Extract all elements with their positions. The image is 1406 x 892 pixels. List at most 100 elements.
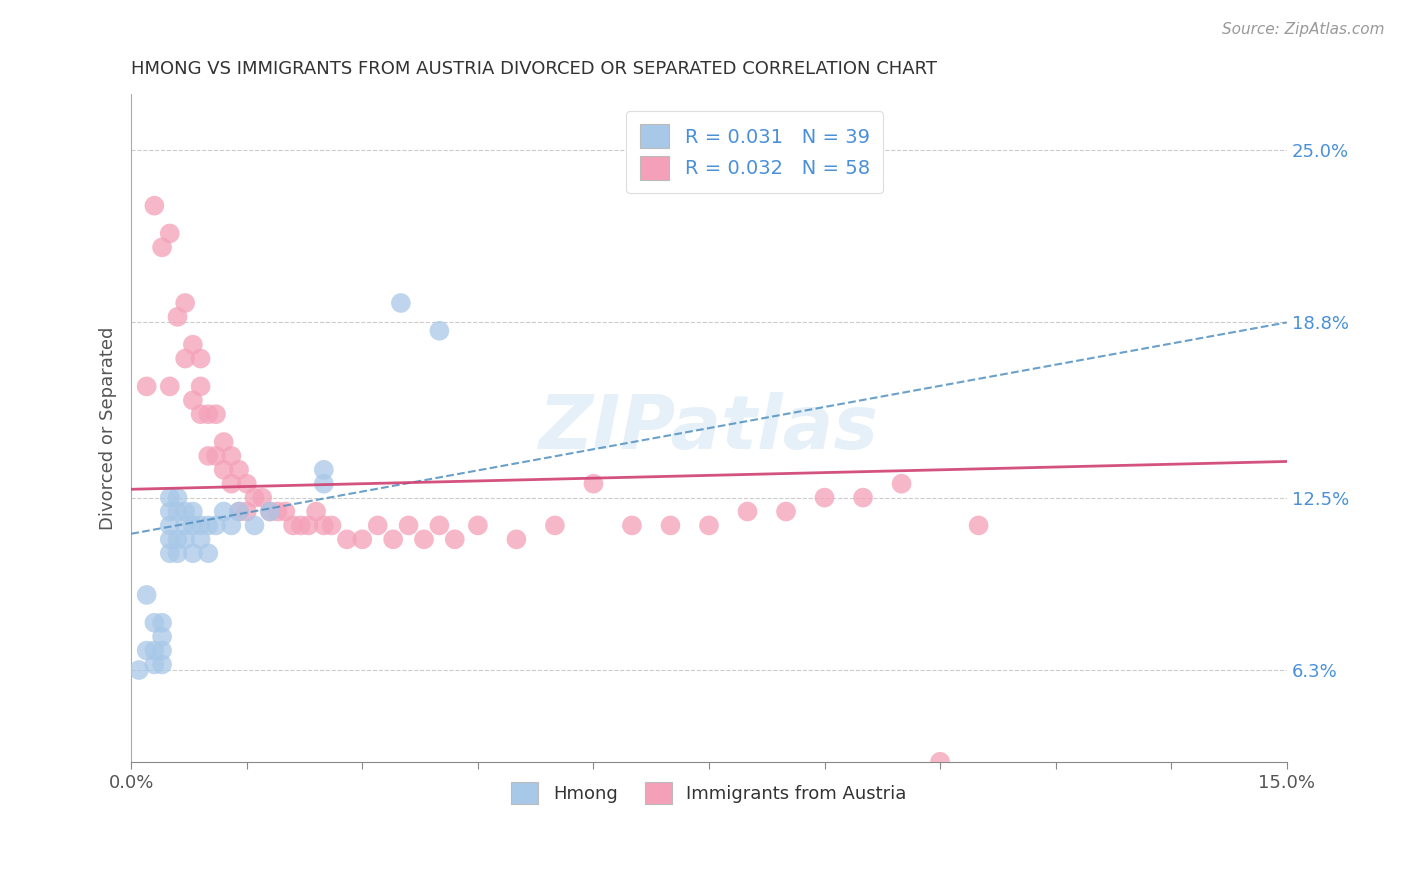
- Point: [890, 476, 912, 491]
- Point: [228, 504, 250, 518]
- Point: [166, 533, 188, 547]
- Point: [174, 351, 197, 366]
- Point: [166, 310, 188, 324]
- Point: [582, 476, 605, 491]
- Point: [135, 588, 157, 602]
- Point: [775, 504, 797, 518]
- Point: [236, 476, 259, 491]
- Point: [413, 533, 436, 547]
- Point: [135, 643, 157, 657]
- Text: Source: ZipAtlas.com: Source: ZipAtlas.com: [1222, 22, 1385, 37]
- Point: [212, 463, 235, 477]
- Point: [159, 227, 181, 241]
- Point: [382, 533, 405, 547]
- Point: [367, 518, 389, 533]
- Text: ZIPatlas: ZIPatlas: [538, 392, 879, 465]
- Point: [190, 518, 212, 533]
- Point: [620, 518, 643, 533]
- Point: [128, 663, 150, 677]
- Point: [443, 533, 465, 547]
- Point: [852, 491, 875, 505]
- Point: [181, 504, 204, 518]
- Point: [150, 630, 173, 644]
- Point: [389, 296, 412, 310]
- Point: [281, 518, 304, 533]
- Point: [259, 504, 281, 518]
- Point: [352, 533, 374, 547]
- Point: [250, 491, 273, 505]
- Point: [197, 407, 219, 421]
- Point: [243, 518, 266, 533]
- Y-axis label: Divorced or Separated: Divorced or Separated: [100, 326, 117, 530]
- Point: [190, 533, 212, 547]
- Point: [166, 546, 188, 560]
- Point: [467, 518, 489, 533]
- Point: [697, 518, 720, 533]
- Point: [159, 491, 181, 505]
- Point: [236, 504, 259, 518]
- Point: [243, 491, 266, 505]
- Point: [266, 504, 288, 518]
- Point: [197, 546, 219, 560]
- Point: [190, 379, 212, 393]
- Point: [221, 518, 243, 533]
- Point: [197, 518, 219, 533]
- Point: [929, 755, 952, 769]
- Point: [166, 491, 188, 505]
- Point: [150, 615, 173, 630]
- Point: [205, 449, 228, 463]
- Point: [197, 449, 219, 463]
- Point: [212, 435, 235, 450]
- Point: [181, 518, 204, 533]
- Point: [221, 449, 243, 463]
- Point: [544, 518, 567, 533]
- Point: [967, 518, 990, 533]
- Point: [312, 476, 335, 491]
- Point: [274, 504, 297, 518]
- Point: [312, 518, 335, 533]
- Legend: Hmong, Immigrants from Austria: Hmong, Immigrants from Austria: [502, 772, 915, 813]
- Point: [290, 518, 312, 533]
- Point: [174, 533, 197, 547]
- Point: [190, 351, 212, 366]
- Point: [143, 657, 166, 672]
- Point: [143, 199, 166, 213]
- Point: [427, 324, 450, 338]
- Point: [312, 463, 335, 477]
- Point: [159, 518, 181, 533]
- Point: [143, 643, 166, 657]
- Point: [228, 504, 250, 518]
- Point: [813, 491, 835, 505]
- Point: [336, 533, 359, 547]
- Point: [297, 518, 319, 533]
- Point: [150, 657, 173, 672]
- Text: HMONG VS IMMIGRANTS FROM AUSTRIA DIVORCED OR SEPARATED CORRELATION CHART: HMONG VS IMMIGRANTS FROM AUSTRIA DIVORCE…: [131, 60, 938, 78]
- Point: [159, 504, 181, 518]
- Point: [159, 379, 181, 393]
- Point: [205, 407, 228, 421]
- Point: [190, 407, 212, 421]
- Point: [228, 463, 250, 477]
- Point: [221, 476, 243, 491]
- Point: [737, 504, 759, 518]
- Point: [174, 296, 197, 310]
- Point: [505, 533, 527, 547]
- Point: [181, 393, 204, 408]
- Point: [150, 240, 173, 254]
- Point: [159, 533, 181, 547]
- Point: [150, 643, 173, 657]
- Point: [321, 518, 343, 533]
- Point: [212, 504, 235, 518]
- Point: [398, 518, 420, 533]
- Point: [166, 504, 188, 518]
- Point: [427, 518, 450, 533]
- Point: [181, 546, 204, 560]
- Point: [143, 615, 166, 630]
- Point: [135, 379, 157, 393]
- Point: [659, 518, 682, 533]
- Point: [159, 546, 181, 560]
- Point: [174, 518, 197, 533]
- Point: [174, 504, 197, 518]
- Point: [305, 504, 328, 518]
- Point: [181, 337, 204, 351]
